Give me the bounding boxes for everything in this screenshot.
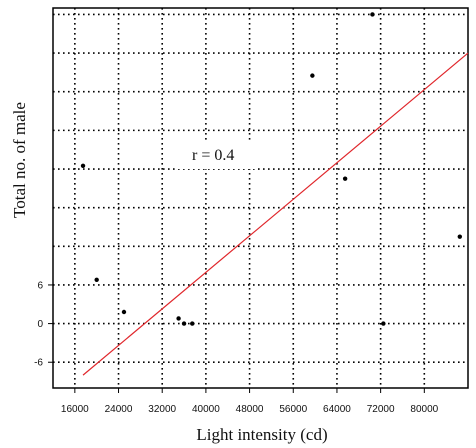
data-point — [182, 321, 186, 325]
x-tick-label: 16000 — [61, 404, 89, 415]
x-tick-label: 48000 — [236, 404, 264, 415]
x-tick-label: 64000 — [323, 404, 351, 415]
data-point — [81, 164, 85, 168]
data-point — [176, 316, 180, 320]
correlation-annotation: r = 0.4 — [192, 147, 234, 164]
data-point — [343, 176, 347, 180]
y-tick-label: -6 — [34, 358, 43, 369]
x-tick-label: 72000 — [367, 404, 395, 415]
y-axis-ticks: 6 0 -6 — [34, 280, 53, 368]
y-tick-label: 0 — [37, 319, 43, 330]
plot-frame — [53, 8, 468, 388]
x-axis-ticks: 16000 24000 32000 40000 48000 56000 64000 72000… — [61, 388, 439, 415]
data-point — [381, 321, 385, 325]
data-point — [370, 12, 374, 16]
x-tick-label: 40000 — [192, 404, 220, 415]
x-tick-label: 80000 — [410, 404, 438, 415]
data-point — [190, 321, 194, 325]
data-point — [94, 278, 98, 282]
data-point — [310, 73, 314, 77]
x-tick-label: 56000 — [279, 404, 307, 415]
x-axis-label: Light intensity (cd) — [196, 425, 327, 444]
data-point — [122, 310, 126, 314]
y-tick-label: 6 — [37, 280, 43, 291]
x-tick-label: 32000 — [148, 404, 176, 415]
y-axis-label: Total no. of male — [10, 102, 29, 218]
x-tick-label: 24000 — [105, 404, 133, 415]
data-point — [458, 234, 462, 238]
